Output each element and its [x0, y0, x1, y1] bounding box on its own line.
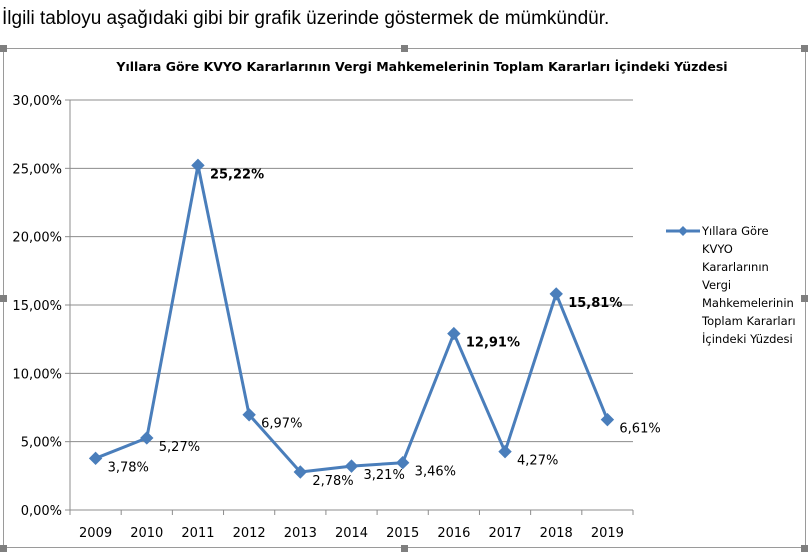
data-label-2009: 3,78%: [108, 460, 149, 475]
x-tick-label-2010: 2010: [130, 526, 163, 541]
data-point-2015: [395, 456, 410, 470]
y-tick-label-5: 25,00%: [12, 162, 62, 177]
data-point-2014: [344, 459, 359, 473]
resize-handle-bottom-right[interactable]: [801, 545, 808, 552]
legend-label-line-1: KVYO: [702, 242, 733, 256]
data-label-2013: 2,78%: [312, 474, 353, 489]
y-tick-label-4: 20,00%: [12, 231, 62, 246]
data-label-2010: 5,27%: [159, 440, 200, 455]
data-labels: 3,78% 5,27% 25,22% 6,97% 2,78% 3,21% 3,46% 12,9…: [108, 167, 661, 489]
legend-label-line-2: Kararlarının: [702, 260, 769, 274]
x-tick-label-2012: 2012: [233, 526, 266, 541]
data-label-2019: 6,61%: [619, 422, 660, 437]
data-point-2017: [498, 444, 512, 459]
data-label-2017: 4,27%: [517, 454, 558, 469]
data-point-2010: [140, 431, 154, 445]
x-tick-label-2017: 2017: [488, 526, 521, 541]
legend-marker: [678, 226, 688, 236]
data-label-2015: 3,46%: [415, 465, 456, 480]
data-point-2019: [600, 412, 615, 427]
resize-handle-bottom-center[interactable]: [401, 545, 408, 552]
x-tick-label-2014: 2014: [335, 526, 368, 541]
chart-title: Yıllara Göre KVYO Kararlarının Vergi Mah…: [115, 59, 727, 74]
resize-handle-bottom-left[interactable]: [0, 545, 7, 552]
data-point-2012: [242, 408, 256, 422]
x-tick-label-2011: 2011: [181, 526, 214, 541]
legend-label-line-5: Toplam Kararları: [701, 314, 796, 328]
data-label-2011: 25,22%: [210, 167, 264, 182]
resize-handle-top-left[interactable]: [0, 45, 7, 52]
legend-label-line-3: Vergi: [702, 278, 731, 292]
data-label-2012: 6,97%: [261, 417, 302, 432]
data-label-2014: 3,21%: [364, 468, 405, 483]
resize-handle-middle-left[interactable]: [0, 295, 7, 302]
y-axis: 0,00% 5,00% 10,00% 15,00% 20,00% 25,00% 30,00%: [12, 94, 71, 519]
data-label-2016: 12,91%: [466, 336, 520, 351]
intro-text: İlgili tabloyu aşağıdaki gibi bir grafik…: [2, 8, 610, 29]
legend-label-line-0: Yıllara Göre: [701, 224, 769, 238]
x-tick-label-2009: 2009: [79, 526, 112, 541]
x-tick-label-2016: 2016: [437, 526, 470, 541]
x-tick-label-2015: 2015: [386, 526, 419, 541]
y-tick-label-0: 0,00%: [21, 504, 62, 519]
y-tick-label-3: 15,00%: [12, 299, 62, 314]
x-tick-label-2013: 2013: [284, 526, 317, 541]
data-series: [88, 158, 615, 479]
data-point-2009: [88, 451, 103, 466]
x-tick-label-2019: 2019: [591, 526, 624, 541]
legend: Yıllara Göre KVYO Kararlarının Vergi Mahkeme…: [666, 224, 796, 346]
legend-label-line-4: Mahkemelerinin: [702, 296, 794, 310]
data-label-2018: 15,81%: [568, 296, 622, 311]
y-tick-label-6: 30,00%: [12, 94, 62, 109]
data-point-2016: [447, 326, 461, 341]
resize-handle-middle-right[interactable]: [801, 295, 808, 302]
resize-handle-top-right[interactable]: [801, 45, 808, 52]
y-tick-label-1: 5,00%: [21, 436, 62, 451]
resize-handle-top-center[interactable]: [401, 45, 408, 52]
data-point-2013: [293, 465, 308, 479]
data-point-2011: [191, 158, 205, 173]
data-point-2018: [549, 287, 563, 301]
series-line: [95, 163, 609, 474]
gridlines: [70, 99, 633, 443]
y-tick-label-2: 10,00%: [12, 367, 62, 382]
x-tick-label-2018: 2018: [540, 526, 573, 541]
x-axis: 2009 2010 2011 2012 2013 2014 2015 2016 2017 2018…: [69, 509, 634, 541]
legend-label-line-6: İçindeki Yüzdesi: [702, 331, 793, 346]
